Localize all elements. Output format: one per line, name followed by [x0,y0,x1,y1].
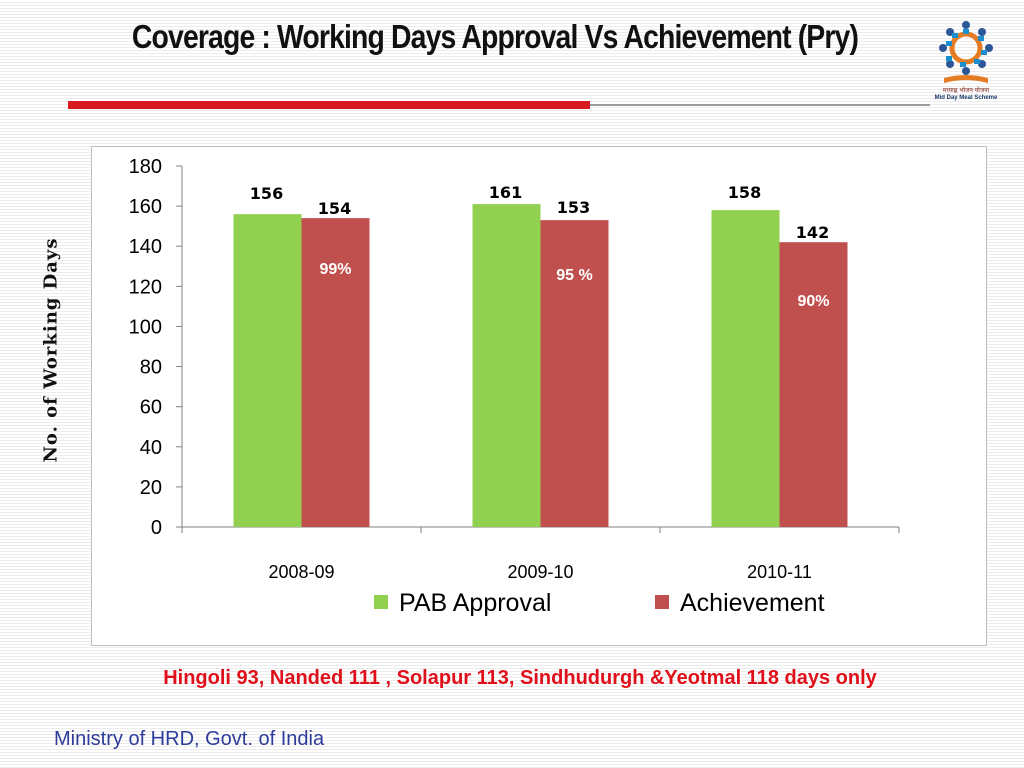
bar-achievement [301,218,370,527]
data-label: 153 [557,198,590,217]
y-axis-label-text: No. of Working Days [40,237,62,463]
y-tick-label: 0 [151,517,162,539]
data-label: 158 [728,183,761,202]
logo-text-hindi: मध्याह्न भोजन योजना [942,87,990,94]
x-tick-label: 2008-09 [268,562,334,582]
footer-ministry: Ministry of HRD, Govt. of India [54,728,325,750]
legend-swatch-achievement [655,595,669,609]
y-tick-label: 140 [129,236,162,258]
y-tick-label: 60 [140,397,162,419]
title-underline-grey [590,104,930,106]
legend-label: Achievement [680,589,825,617]
district-note: Hingoli 93, Nanded 111 , Solapur 113, Si… [163,667,877,689]
data-label: 161 [489,183,522,202]
data-label: 154 [318,199,351,218]
y-tick-label: 160 [129,196,162,218]
slide-title: Coverage : Working Days Approval Vs Achi… [131,18,859,55]
y-tick-label: 20 [140,477,162,499]
y-tick-label: 80 [140,357,162,379]
y-tick-label: 120 [129,276,162,298]
bar-pab-approval [472,204,541,527]
data-label: 142 [796,223,829,242]
bar-chart: 0 20 40 60 80 100 120 140 160 180 156 154 99% 2008-09… [129,156,900,617]
title-underline-red [68,101,590,109]
percentage-annotation: 90% [797,293,829,310]
bar-pab-approval [711,210,780,527]
x-tick-label: 2010-11 [747,562,812,582]
data-label: 156 [250,184,283,203]
legend-swatch-pab-approval [374,595,388,609]
legend-label: PAB Approval [399,589,551,617]
bar-pab-approval [233,214,302,527]
x-tick-label: 2009-10 [507,562,573,582]
y-tick-label: 40 [140,437,162,459]
bar-achievement [779,242,848,527]
mid-day-meal-logo: मध्याह्न भोजन योजना Mid Day Meal Scheme [926,14,1006,106]
y-tick-label: 100 [129,316,162,338]
y-tick-label: 180 [129,156,162,178]
percentage-annotation: 95 % [556,267,592,284]
logo-text-english: Mid Day Meal Scheme [934,95,998,101]
percentage-annotation: 99% [319,261,351,278]
mid-day-meal-logo-icon [939,21,993,83]
chart-frame: 0 20 40 60 80 100 120 140 160 180 156 154 99% 2008-09… [91,146,987,646]
bar-achievement [540,220,609,527]
